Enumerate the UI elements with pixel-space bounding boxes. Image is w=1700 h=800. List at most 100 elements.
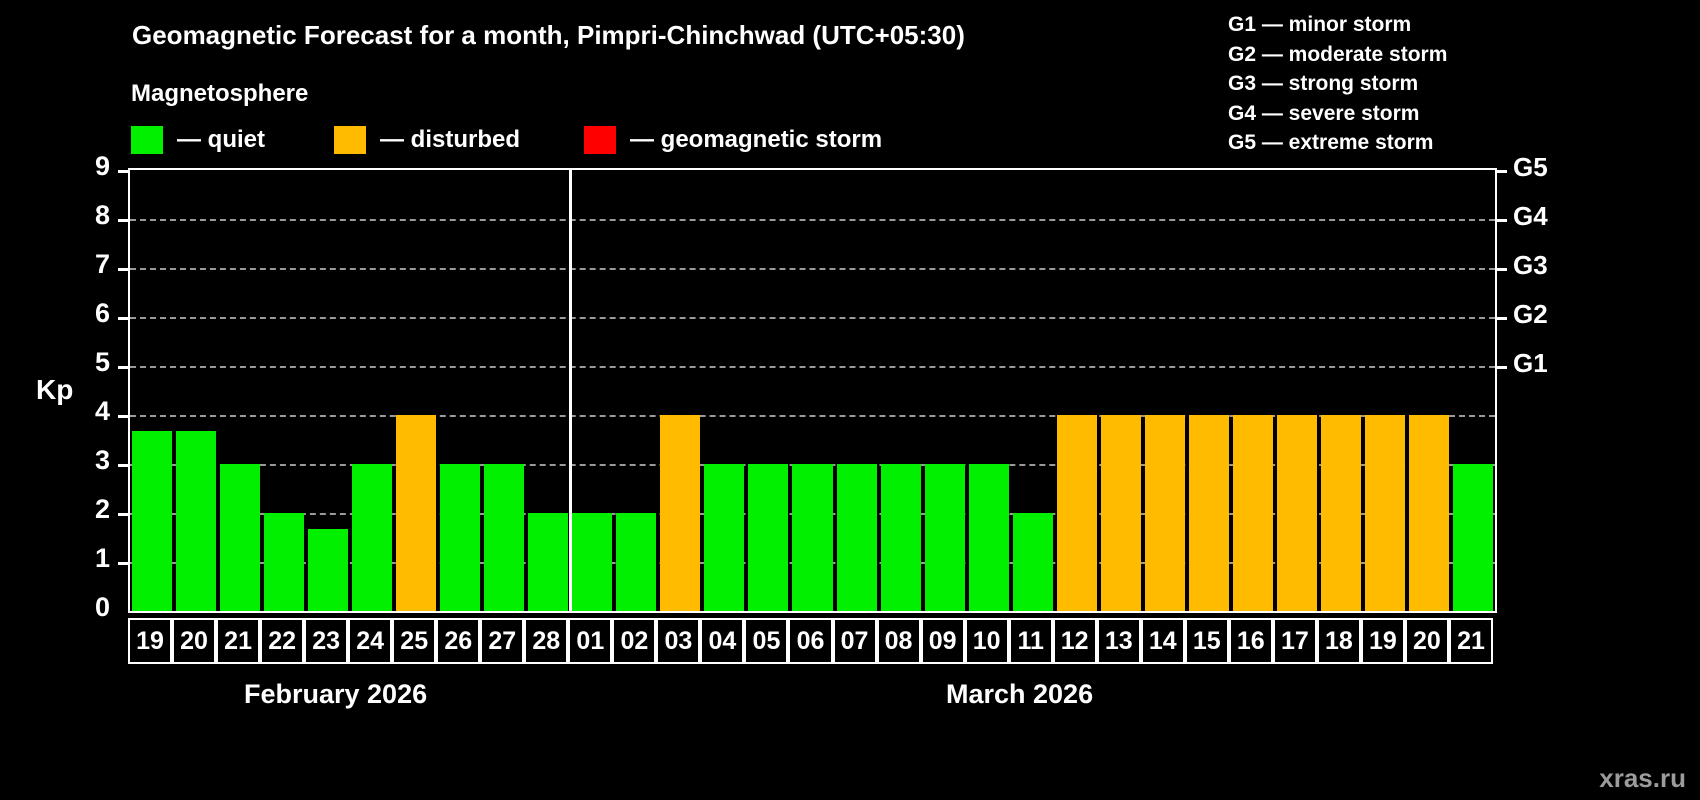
g-axis-tick-label: G5: [1513, 152, 1548, 182]
chart-plot-inner: [118, 170, 1507, 611]
y-axis-tick-label: 7: [94, 249, 110, 279]
g-axis-tick-label: G2: [1513, 299, 1548, 329]
y-axis-tick-label: 6: [94, 298, 110, 328]
y-axis-tick: [118, 366, 130, 369]
legend-label: — quiet: [177, 126, 265, 153]
day-label-cell: 19: [128, 618, 173, 664]
bar-05[interactable]: [748, 464, 789, 611]
g-axis-tick-label: G4: [1513, 201, 1548, 231]
day-label-cell: 23: [304, 618, 349, 664]
day-label-cell: 22: [260, 618, 305, 664]
y-axis-tick-label: 9: [94, 151, 110, 181]
bar-28[interactable]: [528, 513, 569, 611]
day-label-cell: 10: [964, 618, 1009, 664]
day-label-cell: 24: [348, 618, 393, 664]
day-label-cell: 04: [700, 618, 745, 664]
y-axis-tick-label: 5: [94, 347, 110, 377]
bar-02[interactable]: [616, 513, 657, 611]
g-axis-tick: [1495, 366, 1507, 369]
legend-entry: — disturbed: [334, 126, 520, 154]
bar-06[interactable]: [792, 464, 833, 611]
y-axis-tick-label: 3: [94, 445, 110, 475]
bar-24[interactable]: [352, 464, 393, 611]
day-label-cell: 28: [524, 618, 569, 664]
bar-21[interactable]: [220, 464, 261, 611]
month-divider-line: [568, 170, 572, 611]
day-label-cell: 13: [1096, 618, 1141, 664]
bar-12[interactable]: [1056, 415, 1097, 611]
bar-15[interactable]: [1188, 415, 1229, 611]
g-scale-row: G4 — severe storm: [1228, 101, 1420, 125]
day-label-cell: 11: [1008, 618, 1053, 664]
chart-plot-area: [118, 168, 1507, 613]
watermark: xras.ru: [1599, 763, 1686, 793]
day-label-cell: 01: [568, 618, 613, 664]
legend-label: — geomagnetic storm: [630, 126, 883, 153]
bar-03[interactable]: [660, 415, 701, 611]
y-axis-tick: [118, 415, 130, 418]
bar-14[interactable]: [1144, 415, 1185, 611]
bar-19[interactable]: [132, 431, 173, 611]
gridline: [130, 268, 1495, 270]
g-axis-tick: [1495, 219, 1507, 222]
bar-18[interactable]: [1320, 415, 1361, 611]
bar-21[interactable]: [1452, 464, 1493, 611]
g-axis-tick: [1495, 268, 1507, 271]
month-label: February 2026: [244, 679, 428, 709]
bar-series: [130, 170, 1495, 611]
legend-swatch-icon: [131, 126, 163, 154]
y-axis-tick-label: 0: [94, 592, 110, 622]
g-scale-row: G1 — minor storm: [1228, 13, 1412, 36]
day-label-cell: 07: [832, 618, 877, 664]
bar-25[interactable]: [396, 415, 437, 611]
day-label-cell: 26: [436, 618, 481, 664]
month-label: March 2026: [946, 679, 1094, 709]
day-label-cell: 20: [172, 618, 217, 664]
bar-20[interactable]: [1408, 415, 1449, 611]
bar-04[interactable]: [704, 464, 745, 611]
day-label-cell: 15: [1184, 618, 1229, 664]
y-axis-tick-label: 4: [94, 396, 110, 426]
y-axis-tick: [118, 268, 130, 271]
legend-swatch-icon: [334, 126, 366, 154]
legend-swatch-icon: [584, 126, 616, 154]
day-label-cell: 08: [876, 618, 921, 664]
bar-19[interactable]: [1364, 415, 1405, 611]
g-scale-row: G3 — strong storm: [1228, 72, 1419, 95]
g-axis-tick-label: G1: [1513, 348, 1548, 378]
g-scale-row: G5 — extreme storm: [1228, 131, 1434, 154]
g-axis-tick-label: G3: [1513, 250, 1548, 280]
bar-26[interactable]: [440, 464, 481, 611]
bar-01[interactable]: [572, 513, 613, 611]
gridline: [130, 317, 1495, 319]
bar-09[interactable]: [924, 464, 965, 611]
bar-07[interactable]: [836, 464, 877, 611]
bar-16[interactable]: [1232, 415, 1273, 611]
bar-08[interactable]: [880, 464, 921, 611]
day-label-cell: 05: [744, 618, 789, 664]
bar-27[interactable]: [484, 464, 525, 611]
day-label-cell: 21: [1448, 618, 1493, 664]
bar-22[interactable]: [264, 513, 305, 611]
day-label-cell: 18: [1316, 618, 1361, 664]
bar-17[interactable]: [1276, 415, 1317, 611]
day-axis: 19 20 21 22 23 24 25 26 27 28 01 02 03 04 05 06 07 08 09 10…: [128, 618, 1497, 664]
gridline: [130, 366, 1495, 368]
g-scale-legend: G1 — minor storm G2 — moderate storm G3 …: [1228, 10, 1447, 158]
bar-11[interactable]: [1012, 513, 1053, 611]
day-label-cell: 21: [216, 618, 261, 664]
day-label-cell: 27: [480, 618, 525, 664]
day-label-cell: 14: [1140, 618, 1185, 664]
day-label-cell: 19: [1360, 618, 1405, 664]
day-label-cell: 09: [920, 618, 965, 664]
g-axis-tick: [1495, 170, 1507, 173]
bar-13[interactable]: [1100, 415, 1141, 611]
magnetosphere-heading: Magnetosphere: [131, 80, 309, 107]
day-label-cell: 06: [788, 618, 833, 664]
y-axis-title: Kp: [36, 374, 74, 405]
bar-20[interactable]: [176, 431, 217, 611]
g-axis-tick: [1495, 317, 1507, 320]
bar-10[interactable]: [968, 464, 1009, 611]
bar-23[interactable]: [308, 529, 349, 611]
day-label-cell: 03: [656, 618, 701, 664]
